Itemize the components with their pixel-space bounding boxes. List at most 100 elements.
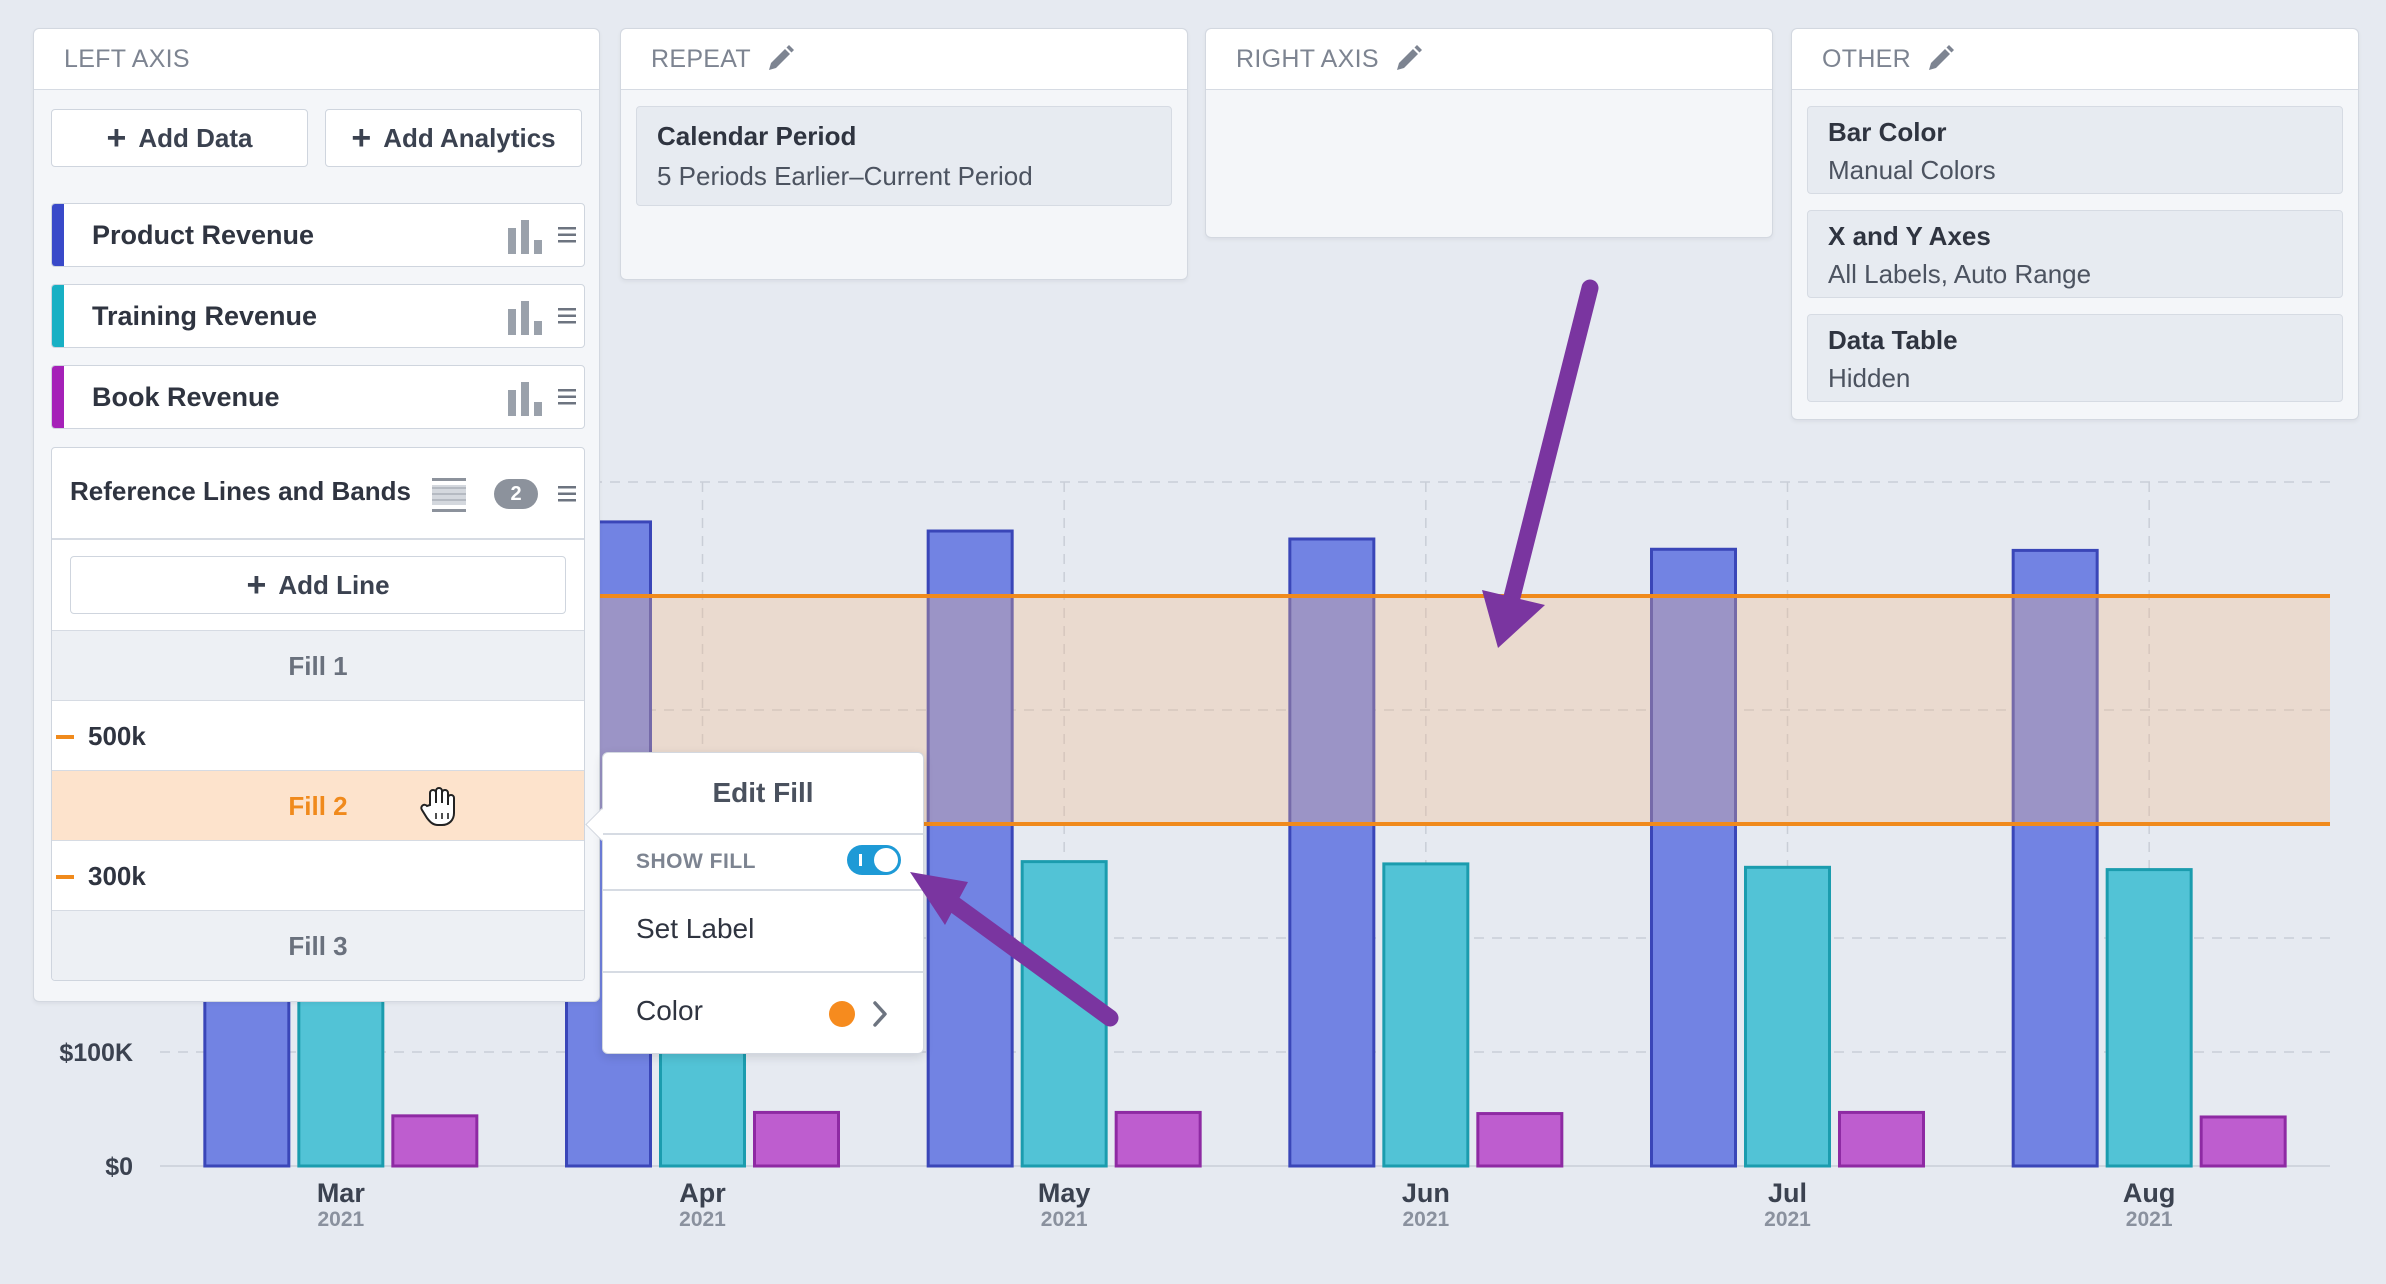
bar [1838,1110,1925,1168]
y-tick-label: $0 [105,1153,133,1181]
color-item[interactable]: Color [636,995,703,1026]
x-tick-label: Jul [1768,1178,1807,1208]
x-tick-label: Jun [1402,1178,1450,1208]
setting-title: X and Y Axes [1828,221,1991,251]
bar-chart-icon[interactable] [506,299,546,335]
line-value-label: 500k [88,721,146,751]
setting-value: All Labels, Auto Range [1828,259,2092,289]
edit-fill-popup: Edit Fill SHOW FILL Set Label Color [602,752,924,1054]
ref-row-line-300k[interactable]: 300k [52,840,584,911]
axes-setting[interactable]: X and Y Axes All Labels, Auto Range [1807,210,2343,298]
bar [2199,1115,2287,1168]
other-header: OTHER [1792,29,2358,90]
drag-handle-icon[interactable] [558,307,576,325]
bar [1476,1112,1564,1168]
reference-lines-panel: Reference Lines and Bands 2 + Add Line F… [51,447,585,981]
y-tick-label: $100K [59,1039,133,1067]
other-title: OTHER [1822,44,1911,73]
repeat-title: REPEAT [651,44,751,73]
reference-band-icon[interactable] [430,476,468,514]
x-tick-year-label: 2021 [317,1208,364,1231]
series-item-book-revenue[interactable]: Book Revenue [51,365,585,429]
bar-chart-icon[interactable] [506,380,546,416]
plus-icon: + [351,119,372,157]
line-color-marker [56,875,74,879]
add-analytics-button[interactable]: + Add Analytics [325,109,582,167]
series-label: Book Revenue [92,382,280,412]
x-tick-year-label: 2021 [1764,1208,1811,1231]
x-tick-year-label: 2021 [1402,1208,1449,1231]
series-label: Product Revenue [92,220,315,250]
line-color-marker [56,735,74,739]
show-fill-label: SHOW FILL [636,850,756,873]
pencil-icon[interactable] [765,44,795,74]
setting-title: Bar Color [1828,117,1947,147]
divider [52,538,584,540]
left-axis-header: LEFT AXIS [34,29,599,90]
bar [926,529,1014,1168]
x-tick-year-label: 2021 [679,1208,726,1231]
fill-label: Fill 1 [288,651,348,681]
toggle-on-mark [859,854,862,866]
x-tick-label: Apr [679,1178,726,1208]
bar [1650,547,1737,1168]
series-color-stripe [52,204,64,266]
bar [2105,868,2193,1168]
bar [1020,860,1108,1168]
bar [753,1110,840,1168]
data-table-setting[interactable]: Data Table Hidden [1807,314,2343,402]
bar [1114,1110,1202,1168]
popup-title: Edit Fill [712,777,814,808]
set-label-item[interactable]: Set Label [636,913,755,944]
drag-handle-icon[interactable] [558,226,576,244]
setting-title: Data Table [1828,325,1958,355]
drag-handle-icon[interactable] [558,388,576,406]
bar-color-setting[interactable]: Bar Color Manual Colors [1807,106,2343,194]
ref-row-fill-1[interactable]: Fill 1 [52,630,584,701]
bar [1744,865,1831,1168]
bar-chart-icon[interactable] [506,218,546,254]
x-tick-label: Mar [317,1178,366,1208]
setting-value: 5 Periods Earlier–Current Period [657,161,1033,191]
calendar-period-setting[interactable]: Calendar Period 5 Periods Earlier–Curren… [636,106,1172,206]
add-data-button[interactable]: + Add Data [51,109,308,167]
plus-icon: + [106,119,127,157]
ref-row-line-500k[interactable]: 500k [52,700,584,771]
series-label: Training Revenue [92,301,318,331]
setting-title: Calendar Period [657,121,857,151]
x-tick-year-label: 2021 [2126,1208,2173,1231]
add-data-label: Add Data [138,122,253,153]
color-swatch[interactable] [829,1001,855,1027]
reference-count-badge: 2 [494,479,538,509]
pencil-icon[interactable] [1393,44,1423,74]
drag-handle-icon[interactable] [558,485,576,503]
bar [391,1114,479,1168]
series-color-stripe [52,285,64,347]
left-axis-panel: LEFT AXIS + Add Data + Add Analytics Pro… [33,28,600,1002]
right-axis-panel: RIGHT AXIS [1205,28,1773,238]
other-panel: OTHER Bar Color Manual Colors X and Y Ax… [1791,28,2359,420]
setting-value: Hidden [1828,363,1911,393]
right-axis-title: RIGHT AXIS [1236,44,1379,73]
divider [603,833,923,835]
repeat-panel: REPEAT Calendar Period 5 Periods Earlier… [620,28,1188,280]
chevron-right-icon[interactable] [871,999,889,1029]
ref-row-fill-2[interactable]: Fill 2 [52,770,584,841]
bar [1288,537,1376,1168]
x-tick-year-label: 2021 [1041,1208,1088,1231]
hand-cursor-icon [420,787,455,826]
pencil-icon[interactable] [1925,44,1955,74]
ref-row-fill-3[interactable]: Fill 3 [52,910,584,980]
add-line-button[interactable]: + Add Line [70,556,566,614]
repeat-header: REPEAT [621,29,1187,90]
x-tick-label: May [1038,1178,1091,1208]
show-fill-toggle[interactable] [847,845,901,875]
x-tick-label: Aug [2123,1178,2175,1208]
line-value-label: 300k [88,861,146,891]
fill-label: Fill 3 [288,931,348,961]
divider [603,889,923,891]
series-item-training-revenue[interactable]: Training Revenue [51,284,585,348]
bar [1382,862,1470,1168]
fill-label: Fill 2 [288,791,348,821]
series-item-product-revenue[interactable]: Product Revenue [51,203,585,267]
